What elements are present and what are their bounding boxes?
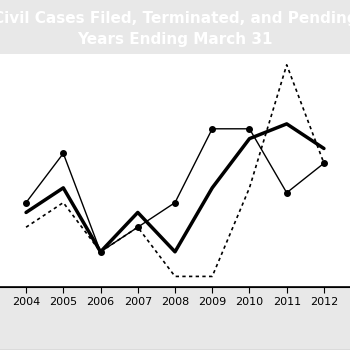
Text: Years Ending March 31: Years Ending March 31 — [77, 32, 273, 47]
Text: Civil Cases Filed, Terminated, and Pending: Civil Cases Filed, Terminated, and Pendi… — [0, 12, 350, 27]
